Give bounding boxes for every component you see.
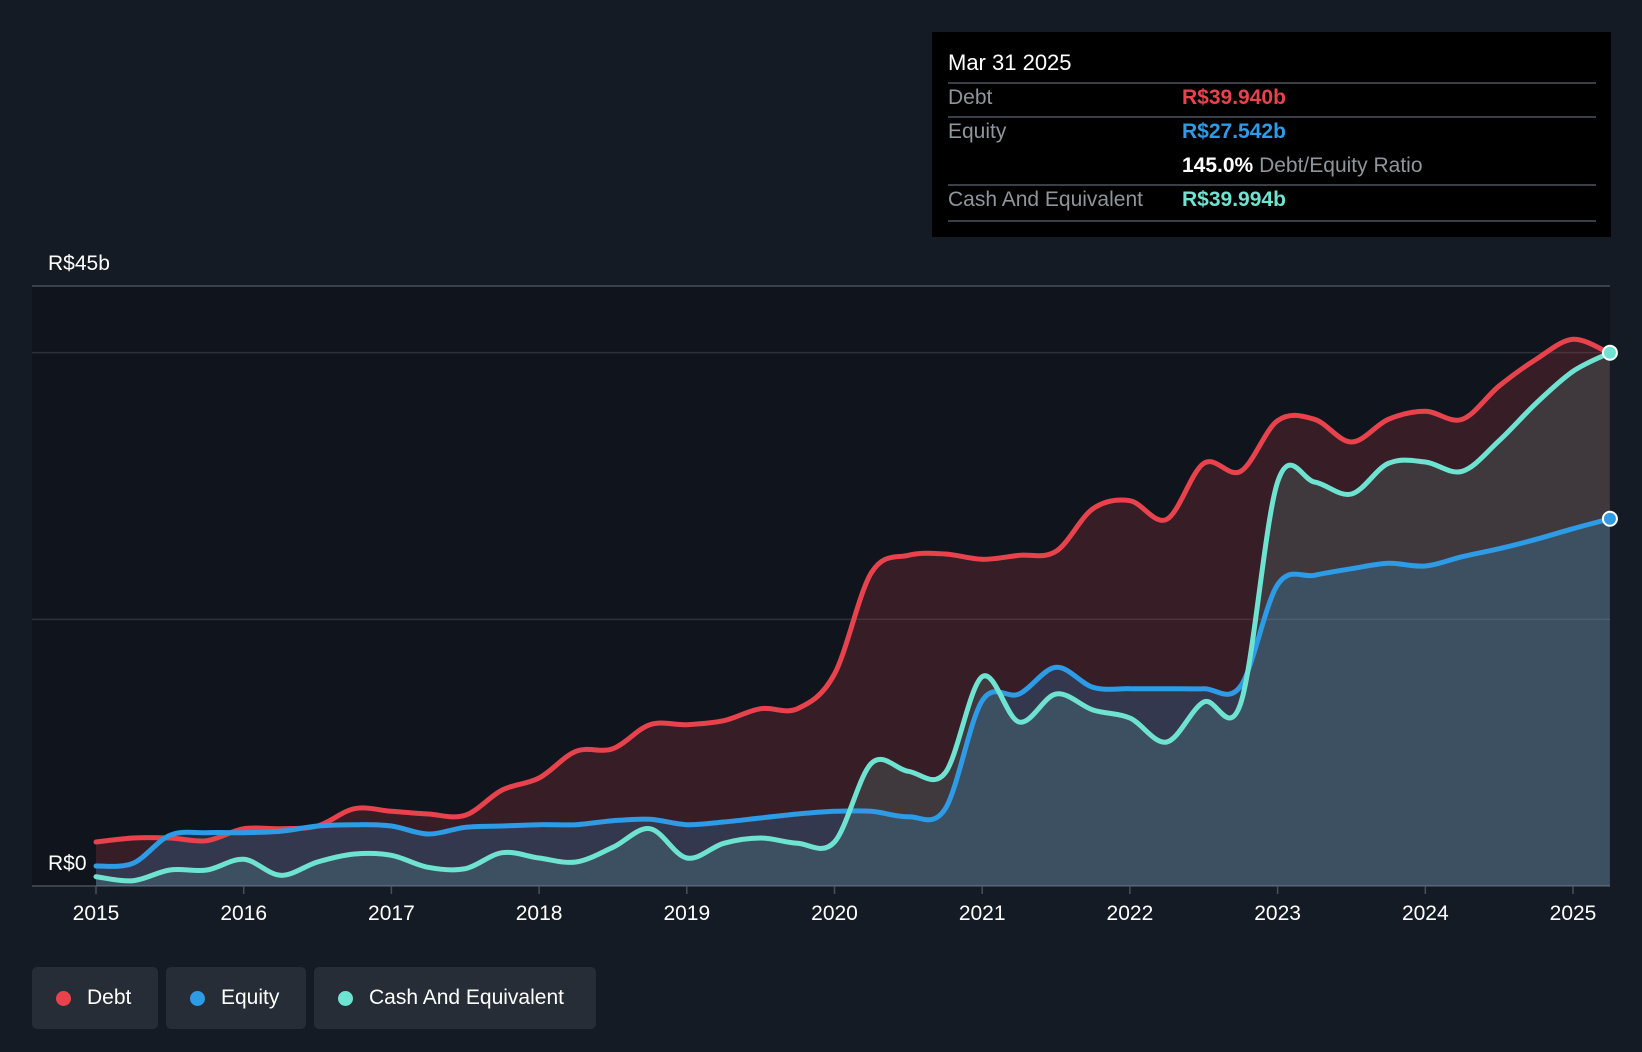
legend-cash[interactable]: Cash And Equivalent <box>314 967 596 1029</box>
tooltip-cash-label: Cash And Equivalent <box>948 188 1143 211</box>
tooltip-equity-label: Equity <box>948 120 1007 143</box>
tooltip-debt-label: Debt <box>948 86 993 109</box>
x-tick-label: 2018 <box>516 902 563 925</box>
legend-equity-label: Equity <box>221 986 280 1009</box>
tooltip-ratio-value: 145.0% <box>1182 154 1254 177</box>
tooltip-panel: Mar 31 2025 Debt R$39.940b Equity R$27.5… <box>932 32 1611 237</box>
debt-area <box>96 339 1610 887</box>
legend-equity-dot <box>190 990 205 1006</box>
x-tick-label: 2019 <box>663 902 710 925</box>
y-tick-label: R$45b <box>48 252 110 275</box>
plot-shade <box>32 286 1610 886</box>
x-tick-label: 2017 <box>368 902 415 925</box>
tooltip-divider <box>948 82 1596 84</box>
legend-cash-label: Cash And Equivalent <box>369 986 564 1009</box>
tooltip-ratio: 145.0% Debt/Equity Ratio <box>1182 154 1423 178</box>
x-tick-label: 2023 <box>1254 902 1301 925</box>
tooltip-divider <box>948 116 1596 118</box>
tooltip-divider <box>948 220 1596 222</box>
legend-debt[interactable]: Debt <box>32 967 158 1029</box>
x-tick-label: 2020 <box>811 902 858 925</box>
legend-debt-dot <box>56 990 71 1006</box>
debt-line <box>93 336 1613 845</box>
equity-area <box>96 518 1610 886</box>
x-tick-label: 2015 <box>73 902 120 925</box>
legend-cash-dot <box>338 990 353 1006</box>
equity-end-marker <box>1601 510 1618 527</box>
cash-line <box>93 350 1613 884</box>
x-tick-label: 2025 <box>1550 902 1597 925</box>
tooltip-date: Mar 31 2025 <box>948 50 1072 75</box>
x-tick-label: 2016 <box>220 902 267 925</box>
x-tick-label: 2024 <box>1402 902 1449 925</box>
tooltip-ratio-label: Debt/Equity Ratio <box>1259 154 1423 177</box>
x-tick-label: 2022 <box>1107 902 1154 925</box>
cash-area <box>96 352 1610 886</box>
equity-line <box>93 516 1613 869</box>
legend-debt-label: Debt <box>87 986 132 1009</box>
x-tick-label: 2021 <box>959 902 1006 925</box>
tooltip-cash-value: R$39.994b <box>1182 188 1286 211</box>
tooltip-divider <box>948 184 1596 186</box>
cash-end-marker <box>1601 344 1618 361</box>
y-tick-label: R$0 <box>48 852 87 875</box>
legend-equity[interactable]: Equity <box>166 967 306 1029</box>
tooltip-equity-value: R$27.542b <box>1182 120 1286 143</box>
tooltip-debt-value: R$39.940b <box>1182 86 1286 109</box>
